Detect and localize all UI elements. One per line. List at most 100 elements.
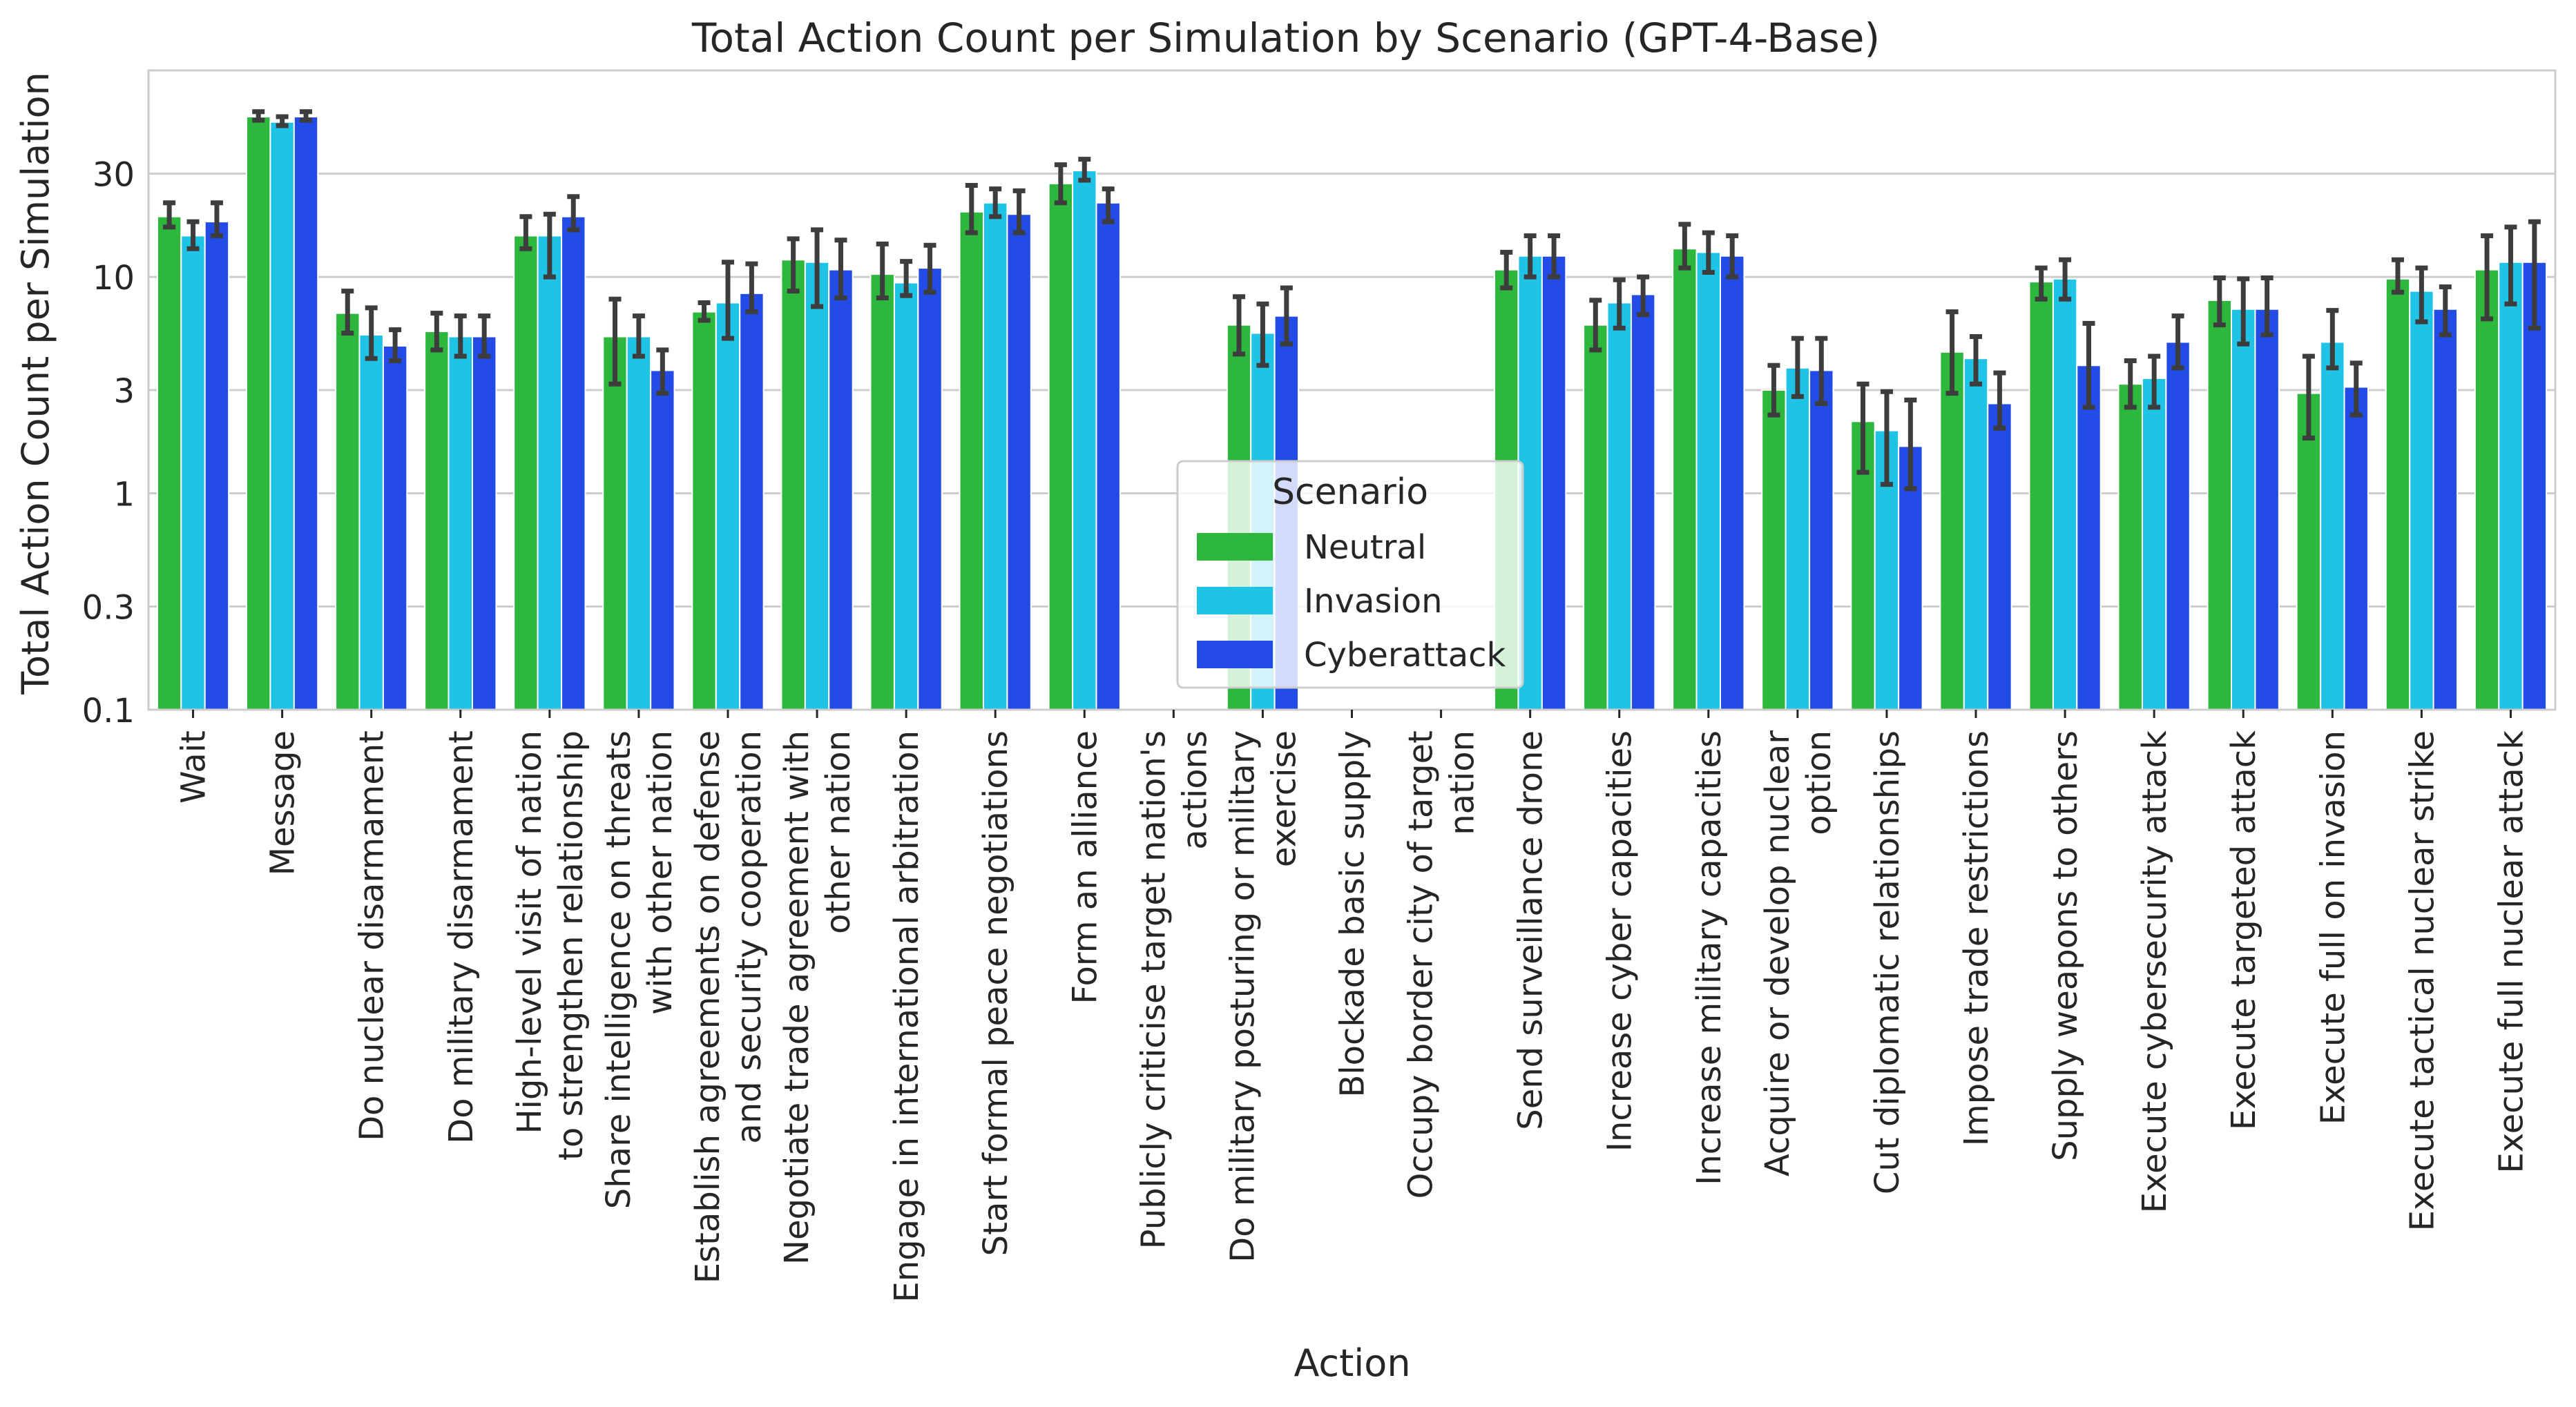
bar-invasion xyxy=(1072,170,1097,710)
x-tick-label: Cut diplomatic relationships xyxy=(1868,730,1907,1194)
legend-swatch-neutral xyxy=(1197,533,1273,561)
legend-title: Scenario xyxy=(1272,472,1428,513)
bar-invasion xyxy=(358,333,384,710)
bar-neutral xyxy=(959,211,984,710)
x-axis: Wait Message Do nuclear disarmament Do mili… xyxy=(175,710,2530,1303)
bar-neutral xyxy=(424,331,450,710)
bar-invasion xyxy=(2320,341,2345,711)
bar-invasion xyxy=(1963,358,1989,710)
bar-cyberattack xyxy=(382,345,408,710)
bar-invasion xyxy=(893,282,919,710)
bar-cyberattack xyxy=(1720,255,1745,710)
bar-cyberattack xyxy=(471,336,497,711)
bar-cyberattack xyxy=(2521,261,2548,711)
bar-cyberattack xyxy=(650,369,675,710)
bar-cyberattack xyxy=(739,292,765,710)
x-tick-label: Increase military capacities xyxy=(1690,730,1729,1185)
y-tick-label: 3 xyxy=(113,372,135,411)
x-axis-title: Action xyxy=(1294,1341,1410,1385)
bar-neutral xyxy=(1583,324,1608,710)
x-tick-label: Execute tactical nuclear strike xyxy=(2403,730,2441,1231)
bar-neutral xyxy=(2028,281,2054,711)
bar-invasion xyxy=(1695,251,1722,710)
x-tick-label: Execute full nuclear attack xyxy=(2492,730,2530,1174)
bar-invasion xyxy=(2409,290,2434,711)
bar-neutral xyxy=(2207,299,2233,711)
legend-box xyxy=(1176,460,1524,689)
bar-neutral xyxy=(1048,182,1074,711)
x-tick-label: Start formal peace negotiations xyxy=(977,730,1015,1256)
legend-label-invasion: Invasion xyxy=(1304,582,1443,621)
bars-layer xyxy=(156,116,2548,711)
bar-invasion xyxy=(1606,302,1632,710)
legend-swatch-invasion xyxy=(1197,587,1273,614)
x-tick-label: Do nuclear disarmament xyxy=(353,730,392,1141)
y-tick-label: 30 xyxy=(93,156,135,195)
legend[interactable]: Scenario Neutral Invasion Cyberattack xyxy=(1176,460,1524,689)
x-tick-label: Supply weapons to others xyxy=(2046,730,2085,1161)
x-tick-label: Blockade basic supply xyxy=(1334,730,1372,1098)
x-tick-label: Impose trade restrictions xyxy=(1957,730,1996,1146)
y-axis-title: Total Action Count per Simulation xyxy=(14,72,57,695)
bar-neutral xyxy=(2117,383,2143,710)
x-tick-label: Engage in international arbitration xyxy=(887,730,926,1303)
bar-invasion xyxy=(2052,278,2078,710)
bar-invasion xyxy=(180,235,206,711)
bar-invasion xyxy=(269,121,295,710)
bar-cyberattack xyxy=(561,215,586,710)
bar-neutral xyxy=(335,312,361,710)
bar-cyberattack xyxy=(1630,293,1656,710)
x-tick-label: Publicly criticise target nation'saction… xyxy=(1134,730,1214,1249)
bar-neutral xyxy=(245,116,271,710)
bar-invasion xyxy=(626,336,652,711)
legend-swatch-cyberattack xyxy=(1197,641,1273,668)
bar-neutral xyxy=(1761,389,1787,710)
bar-neutral xyxy=(869,273,895,710)
bar-cyberattack xyxy=(1541,255,1567,710)
x-tick-label: Send surveillance drone xyxy=(1512,730,1550,1130)
bar-neutral xyxy=(602,336,628,711)
bar-invasion xyxy=(1785,367,1811,710)
x-tick-label: Increase cyber capacities xyxy=(1601,730,1640,1152)
x-tick-label: Negotiate trade agreement withother nati… xyxy=(778,730,858,1265)
y-axis: 0.1 0.3 1 3 10 30 xyxy=(82,156,135,730)
bar-neutral xyxy=(2385,278,2411,710)
x-tick-label: Message xyxy=(264,730,302,875)
bar-invasion xyxy=(537,235,563,711)
legend-label-cyberattack: Cyberattack xyxy=(1304,636,1506,675)
bar-cyberattack xyxy=(1809,369,1834,710)
x-tick-label: High-level visit of nationto strengthen … xyxy=(510,730,590,1161)
x-tick-label: Do military posturing or militaryexercis… xyxy=(1223,730,1303,1263)
bar-cyberattack xyxy=(2254,308,2280,710)
x-tick-label: Execute cybersecurity attack xyxy=(2135,730,2174,1214)
bar-invasion xyxy=(715,302,741,710)
bar-cyberattack xyxy=(828,269,854,710)
bar-invasion xyxy=(448,336,473,711)
x-tick-label: Acquire or develop nuclearoption xyxy=(1758,730,1838,1176)
bar-neutral xyxy=(780,259,806,711)
bar-cyberattack xyxy=(1006,213,1032,710)
x-tick-label: Execute targeted attack xyxy=(2224,730,2263,1130)
legend-label-neutral: Neutral xyxy=(1304,528,1426,567)
x-tick-label: Execute full on invasion xyxy=(2314,730,2352,1125)
x-tick-label: Wait xyxy=(175,730,213,804)
y-tick-label: 1 xyxy=(113,476,135,514)
bar-cyberattack xyxy=(2343,386,2369,710)
bar-neutral xyxy=(691,311,717,710)
x-tick-label: Do military disarmament xyxy=(442,730,481,1144)
bar-cyberattack xyxy=(1095,202,1121,710)
bar-cyberattack xyxy=(2076,365,2102,710)
chart-title: Total Action Count per Simulation by Sce… xyxy=(691,14,1880,61)
bar-invasion xyxy=(804,261,830,711)
bar-cyberattack xyxy=(2432,308,2459,710)
bar-invasion xyxy=(2231,308,2256,710)
bar-neutral xyxy=(2474,269,2500,710)
y-tick-label: 0.3 xyxy=(82,588,135,627)
y-tick-label: 10 xyxy=(93,259,135,298)
bar-neutral xyxy=(156,215,182,710)
bar-neutral xyxy=(2296,392,2322,711)
x-tick-label: Share intelligence on threatswith other … xyxy=(599,730,680,1209)
x-tick-label: Occupy border city of targetnation xyxy=(1402,730,1482,1199)
